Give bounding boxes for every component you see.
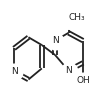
Text: N: N bbox=[65, 66, 72, 75]
Text: N: N bbox=[52, 36, 59, 45]
Text: N: N bbox=[11, 67, 17, 76]
Text: CH₃: CH₃ bbox=[68, 13, 85, 22]
Text: OH: OH bbox=[76, 76, 90, 85]
